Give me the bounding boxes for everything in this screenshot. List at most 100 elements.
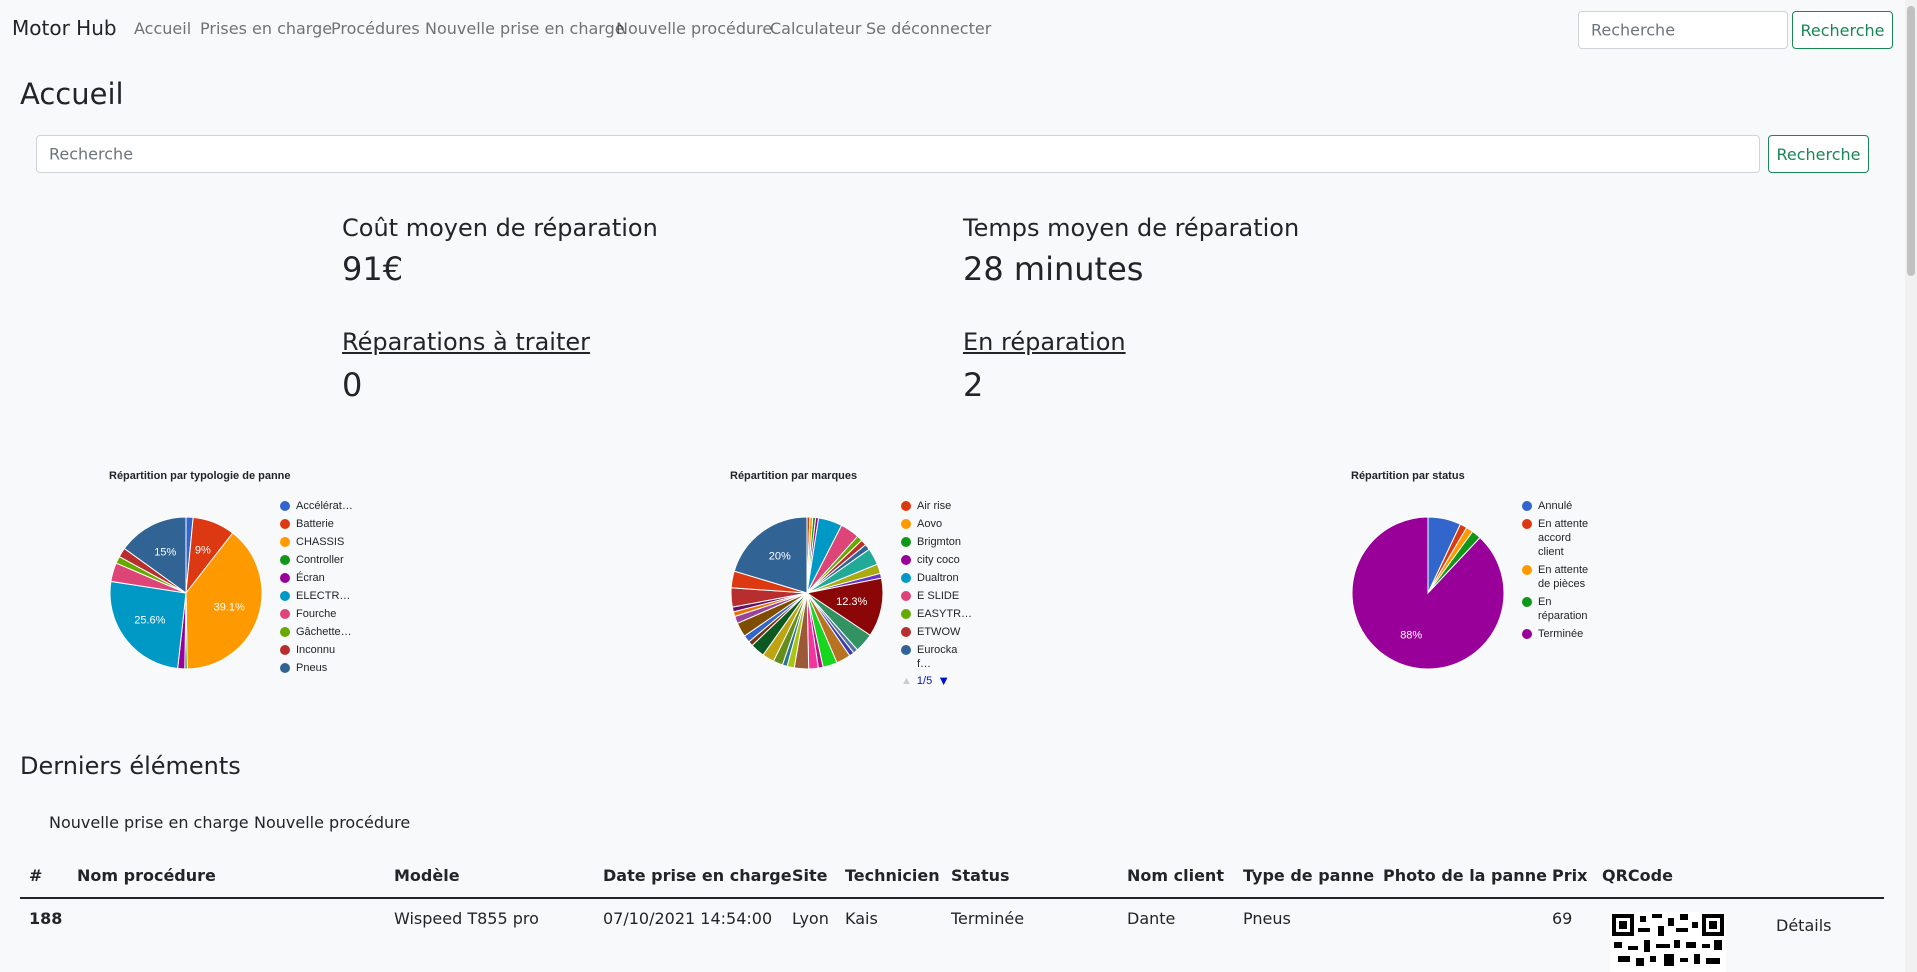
slice-label: 39.1% bbox=[214, 601, 245, 613]
legend-label: Controller bbox=[296, 554, 344, 566]
section-title: Derniers éléments bbox=[20, 752, 241, 780]
legend-label: city coco bbox=[917, 554, 960, 566]
tab[interactable]: Nouvelle prise en charge bbox=[49, 813, 249, 832]
column-header: Photo de la panne bbox=[1383, 866, 1547, 885]
stat-link[interactable]: En réparation bbox=[963, 328, 1126, 356]
search-button[interactable]: Recherche bbox=[1768, 135, 1869, 173]
legend-pager: ▲ 1/5 ▼ bbox=[901, 673, 950, 688]
scroll-thumb bbox=[1907, 6, 1915, 276]
legend-item: Controller bbox=[280, 553, 352, 567]
nav-link[interactable]: Nouvelle procédure bbox=[616, 19, 773, 38]
legend-label: Dualtron bbox=[917, 572, 959, 584]
stat-value: 91€ bbox=[342, 250, 404, 288]
legend-label: Accélérat… bbox=[296, 500, 353, 512]
slice-label: 88% bbox=[1400, 629, 1422, 641]
legend-dot bbox=[1522, 629, 1532, 639]
legend-item: En réparation bbox=[1522, 595, 1594, 623]
header-rule bbox=[20, 897, 1884, 899]
slice-label: 9% bbox=[195, 545, 211, 557]
legend-dot bbox=[280, 663, 290, 673]
legend-label: En attente accord client bbox=[1538, 518, 1589, 558]
search-input[interactable]: Recherche bbox=[36, 135, 1760, 173]
pager-prev: ▲ bbox=[901, 674, 912, 687]
legend-label: Terminée bbox=[1538, 628, 1584, 640]
nav-link[interactable]: Nouvelle prise en charge bbox=[425, 19, 625, 38]
legend-item: Air rise bbox=[901, 499, 973, 513]
legend-item: EASYTR… bbox=[901, 607, 973, 621]
legend-item: En attente accord client bbox=[1522, 517, 1594, 559]
legend-dot bbox=[901, 537, 911, 547]
legend-item: Aovo bbox=[901, 517, 973, 531]
legend-dot bbox=[901, 591, 911, 601]
details-link[interactable]: Détails bbox=[1776, 916, 1832, 935]
legend-item: Pneus bbox=[280, 661, 352, 675]
legend-dot bbox=[280, 537, 290, 547]
column-header: # bbox=[29, 866, 43, 885]
table-cell: Terminée bbox=[951, 909, 1025, 928]
legend-dot bbox=[901, 609, 911, 619]
page-title: Accueil bbox=[20, 77, 124, 111]
legend-dot bbox=[1522, 501, 1532, 511]
chart-title: Répartition par typologie de panne bbox=[109, 470, 291, 482]
column-header: Date prise en charge bbox=[603, 866, 792, 885]
legend-label: Fourche bbox=[296, 608, 337, 620]
legend-dot bbox=[1522, 597, 1532, 607]
pie-chart: 9% 39.1% 25.6% 15% bbox=[109, 516, 263, 670]
slice-label: 25.6% bbox=[134, 615, 165, 627]
legend-item: E SLIDE bbox=[901, 589, 973, 603]
tab[interactable]: Nouvelle procédure bbox=[254, 813, 411, 832]
stat-value: 28 minutes bbox=[963, 250, 1144, 288]
table-cell: Lyon bbox=[792, 909, 829, 928]
pager-next[interactable]: ▼ bbox=[937, 673, 951, 688]
nav-search-button[interactable]: Recherche bbox=[1792, 11, 1893, 49]
legend-label: Pneus bbox=[296, 662, 328, 674]
legend-label: EASYTR… bbox=[917, 608, 973, 620]
nav-link[interactable]: Se déconnecter bbox=[866, 19, 992, 38]
legend-item: ETWOW bbox=[901, 625, 973, 639]
nav-link[interactable]: Prises en charge bbox=[200, 19, 333, 38]
nav-search-input[interactable]: Recherche bbox=[1578, 11, 1788, 49]
nav-link[interactable]: Procédures bbox=[331, 19, 420, 38]
nav-link[interactable]: Calculateur bbox=[770, 19, 862, 38]
legend-dot bbox=[280, 555, 290, 565]
table-cell: Wispeed T855 pro bbox=[394, 909, 539, 928]
table-cell: Pneus bbox=[1243, 909, 1291, 928]
pie-slice bbox=[1351, 516, 1505, 670]
legend-dot bbox=[280, 591, 290, 601]
column-header: Modèle bbox=[394, 866, 460, 885]
chart-title: Répartition par marques bbox=[730, 470, 858, 482]
legend-item: CHASSIS bbox=[280, 535, 352, 549]
nav-link[interactable]: Accueil bbox=[134, 19, 192, 38]
slice-label: 20% bbox=[769, 550, 791, 562]
table-cell: Kais bbox=[845, 909, 878, 928]
legend-label: ETWOW bbox=[917, 626, 961, 638]
placeholder: Recherche bbox=[49, 144, 134, 164]
legend-item: Gâchette… bbox=[280, 625, 352, 639]
legend-item: Terminée bbox=[1522, 627, 1594, 641]
legend-item: Fourche bbox=[280, 607, 352, 621]
legend-item: Écran bbox=[280, 571, 352, 585]
legend-dot bbox=[280, 501, 290, 511]
stat-label: Coût moyen de réparation bbox=[342, 214, 658, 242]
brand[interactable]: Motor Hub bbox=[12, 16, 117, 40]
column-header: Status bbox=[951, 866, 1010, 885]
legend-item: city coco bbox=[901, 553, 973, 567]
legend-item: Eurocka f… bbox=[901, 643, 973, 671]
legend-item: Batterie bbox=[280, 517, 352, 531]
pie-slice bbox=[733, 516, 808, 594]
stat-label: Temps moyen de réparation bbox=[963, 214, 1300, 242]
stat-link[interactable]: Réparations à traiter bbox=[342, 328, 591, 356]
legend-label: En attente de pièces bbox=[1538, 564, 1589, 590]
legend-dot bbox=[901, 501, 911, 511]
pie-slice bbox=[185, 532, 263, 670]
legend-dot bbox=[280, 519, 290, 529]
legend-label: ELECTR… bbox=[296, 590, 351, 602]
placeholder: Recherche bbox=[1591, 20, 1676, 40]
legend-label: En réparation bbox=[1538, 596, 1588, 622]
legend-label: Aovo bbox=[917, 518, 943, 530]
scrollbar bbox=[1905, 0, 1917, 972]
column-header: Site bbox=[792, 866, 828, 885]
legend-item: Inconnu bbox=[280, 643, 352, 657]
legend-label: Gâchette… bbox=[296, 626, 352, 638]
column-header: Type de panne bbox=[1243, 866, 1375, 885]
